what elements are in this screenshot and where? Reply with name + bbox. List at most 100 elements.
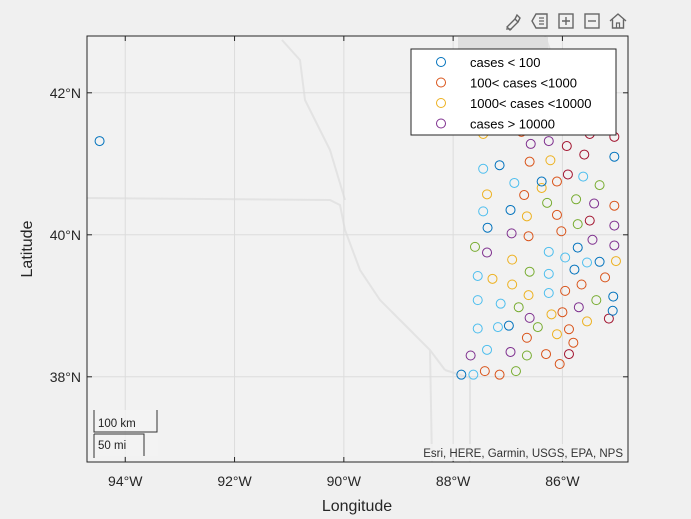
county-marker [479,366,490,377]
county-marker [609,240,620,251]
scalebar-mi-label: 50 mi [98,440,126,452]
county-marker [469,241,480,252]
county-marker [562,169,573,180]
attribution-bg [388,444,626,461]
county-marker [536,182,547,193]
legend-entry-label: 100< cases <1000 [470,76,577,91]
x-axis-label: Longitude [322,498,392,515]
attribution-text: Esri, HERE, Garmin, USGS, EPA, NPS [423,448,623,460]
data-tips-icon[interactable] [529,10,551,32]
county-marker [560,285,571,296]
county-marker [524,266,535,277]
home-icon[interactable] [607,10,629,32]
county-marker [609,220,620,231]
county-marker [495,298,506,309]
brush-icon[interactable] [503,10,525,32]
county-marker [563,349,574,360]
x-tick-label: 94°W [108,473,143,489]
county-marker [572,242,583,253]
county-marker [532,322,543,333]
county-marker [482,344,493,355]
legend[interactable]: cases < 100 100< cases <1000 1000< cases <… [410,48,617,136]
legend-marker [436,57,446,67]
county-marker [505,204,516,215]
county-marker [487,273,498,284]
county-marker [482,247,493,258]
county-marker [468,369,479,380]
county-marker [609,200,620,211]
county-marker [600,272,611,283]
county-marker [608,291,619,302]
county-marker [568,337,579,348]
county-marker [507,254,518,265]
zoom-in-icon[interactable] [555,10,577,32]
county-marker [494,160,505,171]
legend-entry-label: cases < 100 [470,55,540,70]
county-marker [571,194,582,205]
x-tick-label: 90°W [327,473,362,489]
county-marker [591,295,602,306]
county-marker [573,302,584,313]
figure-toolbar [503,10,629,34]
county-marker [579,149,590,160]
county-marker [503,320,514,331]
county-marker [543,288,554,299]
county-marker [507,279,518,290]
county-marker [560,252,571,263]
x-tick-label: 86°W [545,473,580,489]
y-axis-label: Latitude [19,220,36,277]
county-marker [472,270,483,281]
county-marker [542,197,553,208]
county-marker [603,313,614,324]
county-marker [521,350,532,361]
county-marker [478,163,489,174]
county-marker [609,151,620,162]
county-marker [587,234,598,245]
county-marker [519,190,530,201]
county-marker [521,332,532,343]
axes-box [86,35,629,463]
county-marker [482,222,493,233]
county-marker [523,231,534,242]
county-marker [607,305,618,316]
county-marker [472,295,483,306]
county-marker [465,350,476,361]
y-tick-label: 38°N [50,369,81,385]
scalebar-km-label: 100 km [98,418,136,430]
county-marker [572,219,583,230]
county-marker [523,290,534,301]
county-marker [543,246,554,257]
county-marker [554,359,565,370]
county-marker [594,256,605,267]
county-marker [576,279,587,290]
county-marker [510,366,521,377]
county-marker [610,256,621,267]
county-marker [94,136,105,147]
county-marker [513,302,524,313]
county-marker [545,155,556,166]
county-marker [541,349,552,360]
county-marker [551,209,562,220]
county-marker [525,138,536,149]
lake-region [458,37,548,49]
county-marker [482,189,493,200]
y-tick-label: 40°N [50,227,81,243]
zoom-out-icon[interactable] [581,10,603,32]
county-marker [594,180,605,191]
county-marker [524,312,535,323]
county-marker [494,369,505,380]
legend-marker [436,118,446,129]
county-marker [569,264,580,275]
county-marker [505,346,516,357]
legend-marker [436,98,446,108]
county-marker [582,257,593,268]
county-marker [524,156,535,167]
legend-entry-label: 1000< cases <10000 [470,96,591,111]
y-axis-ticks: 38°N 40°N 42°N [50,85,628,385]
scalebar: 100 km 50 mi [92,410,158,458]
county-marker [551,329,562,340]
county-marker [589,198,600,209]
county-marker [509,177,520,188]
county-marker [578,171,589,182]
